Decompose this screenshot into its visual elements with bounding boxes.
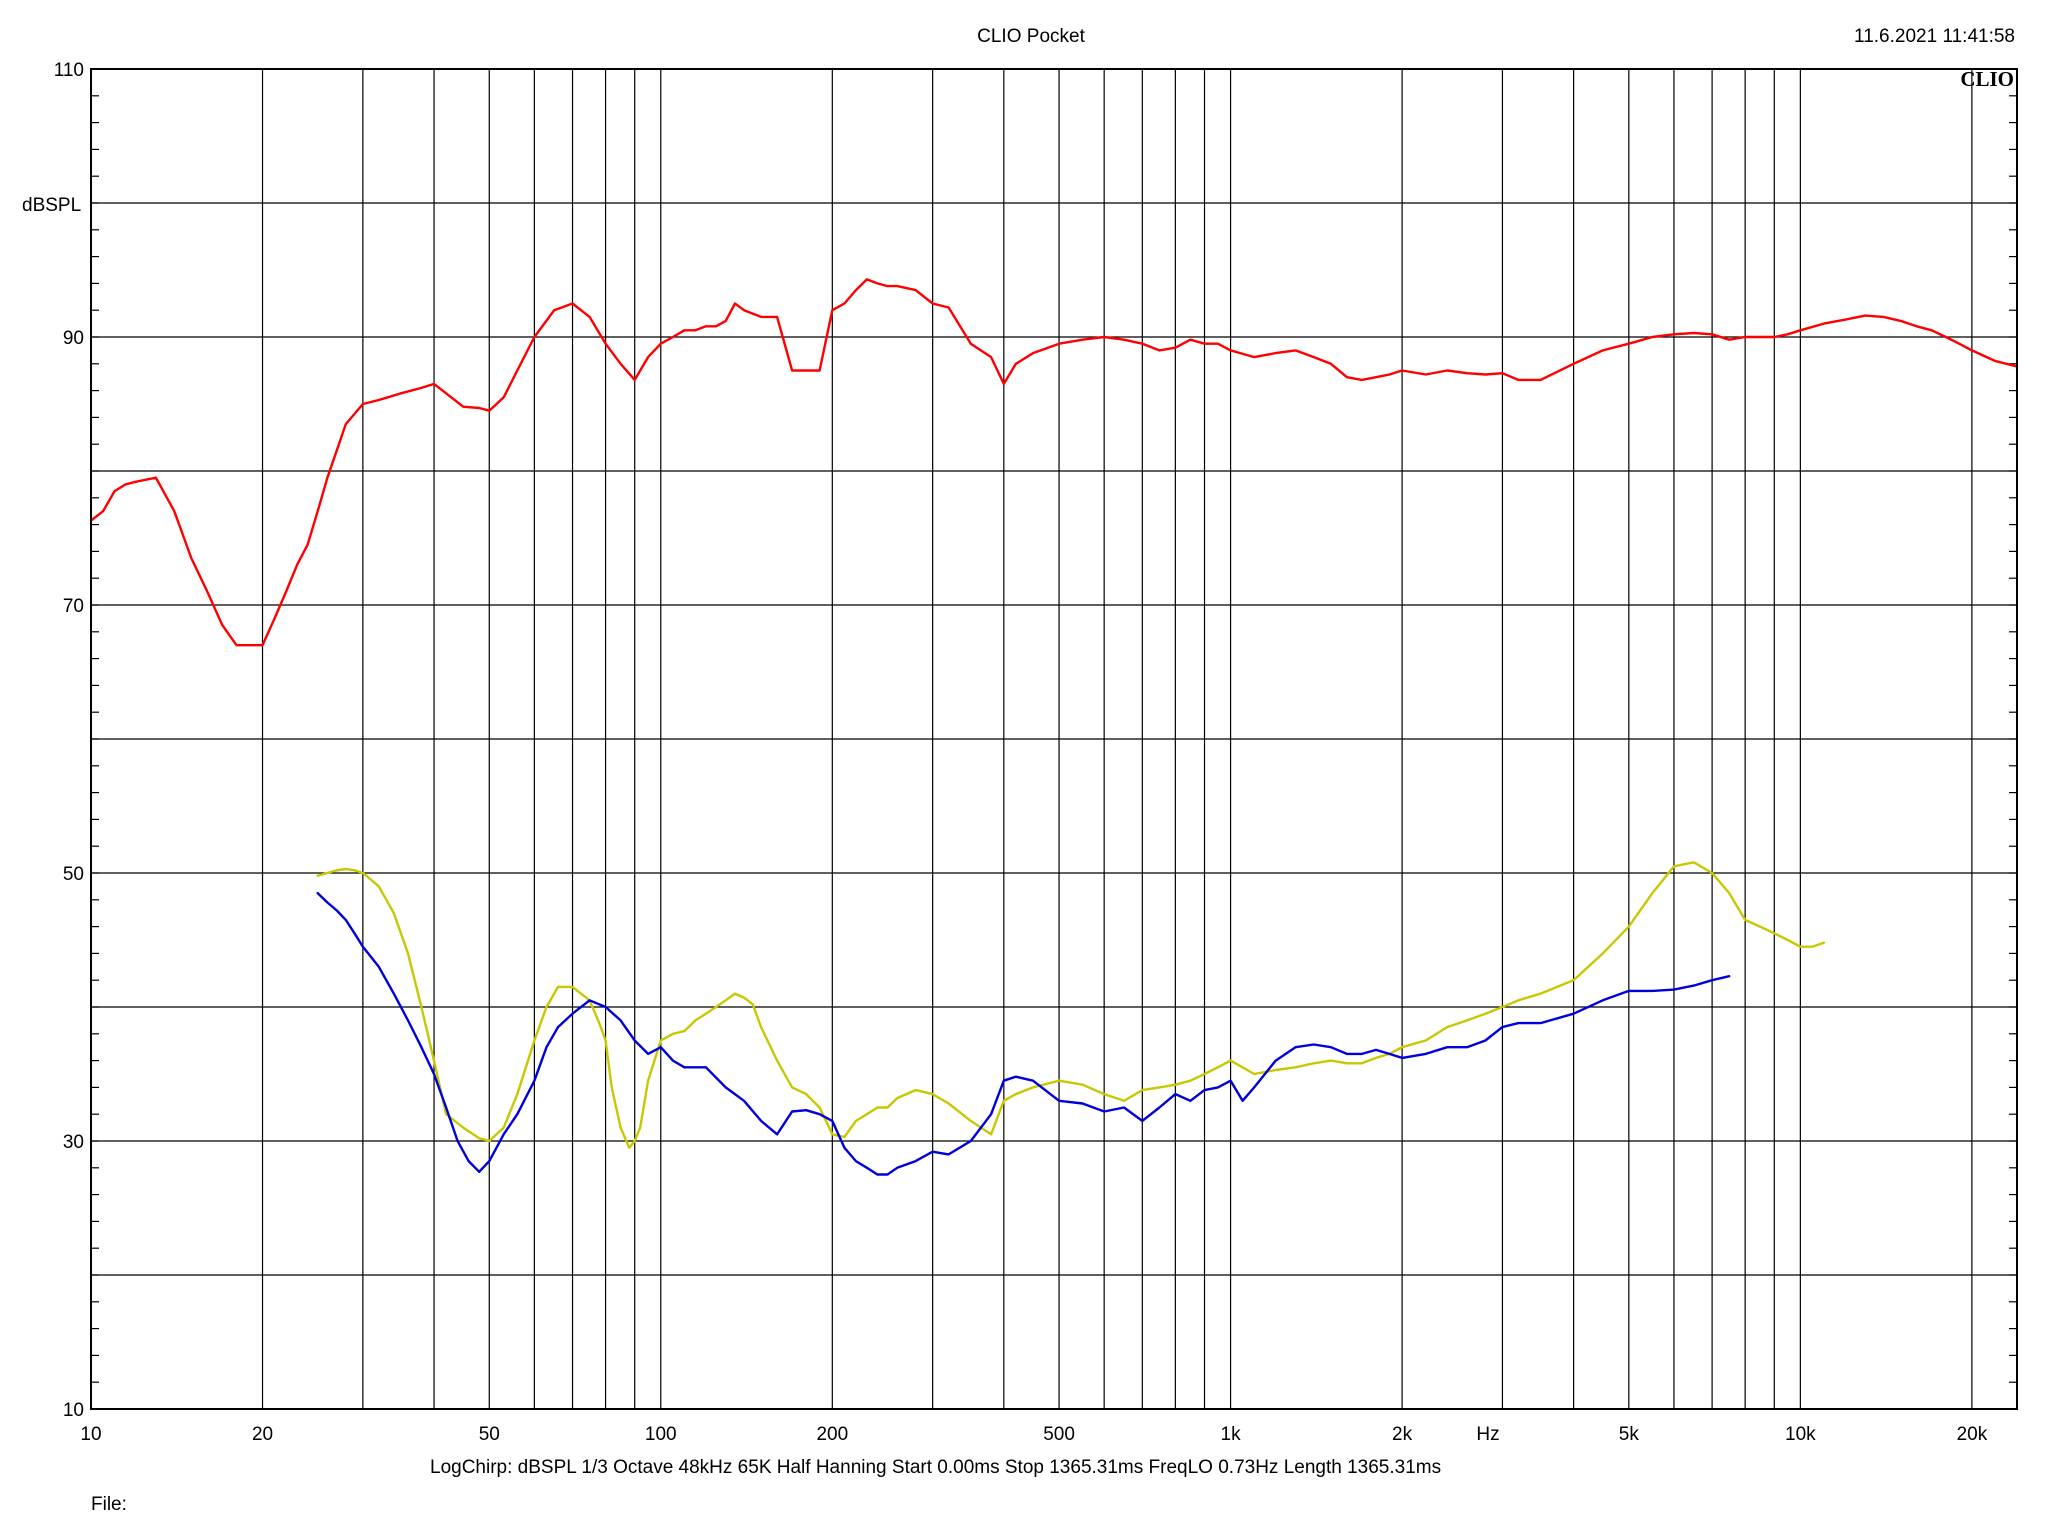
y-tick-labels: 10 30 50 70 90 110 <box>54 60 84 1421</box>
x-tick-label: 10k <box>1785 1424 1816 1445</box>
series-line-3 <box>316 891 1731 1176</box>
y-tick-label: 30 <box>63 1132 84 1153</box>
y-tick-label: 90 <box>63 328 84 349</box>
measurement-settings: LogChirp: dBSPL 1/3 Octave 48kHz 65K Hal… <box>430 1457 1442 1478</box>
x-tick-label: 5k <box>1619 1424 1640 1445</box>
y-tick-label: 50 <box>63 864 84 885</box>
y-tick-label: 70 <box>63 596 84 617</box>
series-layer <box>89 278 2019 1176</box>
series-line-1 <box>89 278 2019 647</box>
x-tick-label: 1k <box>1221 1424 1242 1445</box>
x-tick-label: 200 <box>816 1424 848 1445</box>
x-tick-label: 500 <box>1043 1424 1075 1445</box>
x-tick-labels: 10 20 50 100 200 500 1k 2k 5k 10k 20k <box>80 1424 1987 1445</box>
series-line-2 <box>316 861 1826 1149</box>
y-tick-label: 10 <box>63 1400 84 1421</box>
x-tick-label: 20 <box>252 1424 273 1445</box>
x-axis-label: Hz <box>1476 1424 1499 1445</box>
timestamp: 11.6.2021 11:41:58 <box>1854 26 2015 47</box>
y-axis-label: dBSPL <box>22 195 81 216</box>
chart-title: CLIO Pocket <box>977 26 1085 47</box>
grid <box>91 69 2017 1409</box>
x-tick-label: 2k <box>1392 1424 1413 1445</box>
y-tick-label: 110 <box>54 60 84 81</box>
x-tick-label: 50 <box>479 1424 500 1445</box>
x-tick-label: 20k <box>1957 1424 1988 1445</box>
clio-logo: CLIO <box>1960 67 2014 91</box>
plot-frame <box>90 68 2018 1410</box>
x-tick-label: 100 <box>645 1424 677 1445</box>
x-tick-label: 10 <box>80 1424 101 1445</box>
file-label: File: <box>91 1494 127 1515</box>
